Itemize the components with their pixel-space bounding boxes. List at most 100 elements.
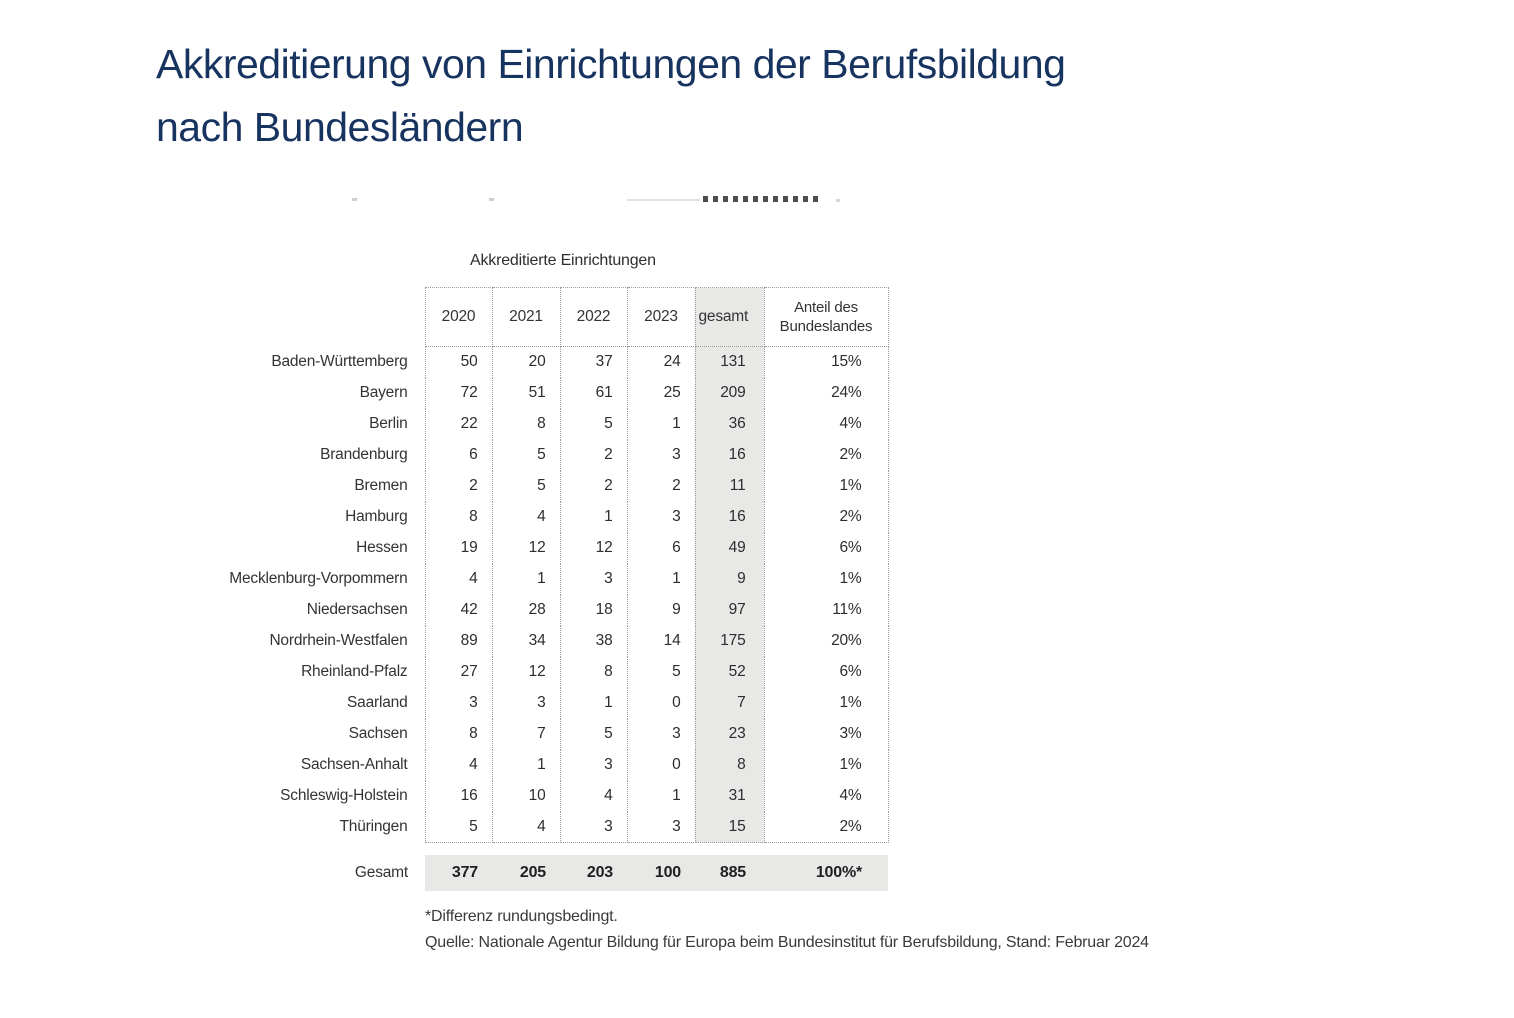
cell-2020: 8 — [424, 501, 493, 533]
row-label: Schleswig-Holstein — [280, 787, 408, 804]
cell-2021: 3 — [491, 687, 561, 719]
cell-2023: 9 — [626, 594, 696, 626]
col-header-anteil: Anteil des Bundeslandes — [763, 287, 889, 347]
cell-gesamt: 16 — [694, 439, 765, 471]
cell-anteil: 2% — [763, 439, 889, 471]
cell-anteil: 3% — [763, 718, 889, 750]
cell-2023: 3 — [626, 501, 696, 533]
cell-gesamt: 11 — [694, 470, 765, 502]
cell-anteil: 24% — [763, 377, 889, 409]
cell-anteil: 1% — [763, 749, 889, 781]
row-label: Niedersachsen — [306, 601, 408, 618]
cell-2022: 2 — [559, 439, 628, 471]
table-caption: Akkreditierte Einrichtungen — [470, 252, 656, 269]
row-label: Sachsen — [348, 725, 408, 742]
cell-anteil: 6% — [763, 532, 889, 564]
total-cell-2023: 100 — [627, 854, 695, 891]
col-header-2022: 2022 — [559, 287, 628, 347]
cell-2022: 3 — [559, 811, 628, 843]
cell-gesamt: 8 — [694, 749, 765, 781]
cell-gesamt: 49 — [694, 532, 765, 564]
clipped-fragment — [627, 199, 700, 201]
cell-2022: 3 — [559, 563, 628, 595]
cell-gesamt: 9 — [694, 563, 765, 595]
cell-gesamt: 31 — [694, 780, 765, 812]
cell-anteil: 20% — [763, 625, 889, 657]
cell-2023: 2 — [626, 470, 696, 502]
page-title: Akkreditierung von Einrichtungen der Ber… — [156, 33, 1066, 159]
cell-2020: 2 — [424, 470, 493, 502]
cell-2021: 4 — [491, 811, 561, 843]
total-cell-2020: 377 — [425, 854, 492, 891]
cell-gesamt: 23 — [694, 718, 765, 750]
cell-gesamt: 15 — [694, 811, 765, 843]
cell-gesamt: 7 — [694, 687, 765, 719]
cell-2020: 72 — [424, 377, 493, 409]
cell-2023: 0 — [626, 749, 696, 781]
cell-2020: 42 — [424, 594, 493, 626]
cell-gesamt: 209 — [694, 377, 765, 409]
cell-2021: 5 — [491, 439, 561, 471]
cell-gesamt: 52 — [694, 656, 765, 688]
cell-anteil: 11% — [763, 594, 889, 626]
cell-2022: 4 — [559, 780, 628, 812]
cell-anteil: 4% — [763, 408, 889, 440]
cell-2020: 3 — [424, 687, 493, 719]
cell-2020: 50 — [424, 346, 493, 378]
cell-2020: 6 — [424, 439, 493, 471]
table-row: Hamburg 8 4 1 3 16 2% — [195, 501, 889, 533]
cell-2023: 25 — [626, 377, 696, 409]
cell-anteil: 6% — [763, 656, 889, 688]
row-label: Rheinland-Pfalz — [301, 663, 408, 680]
cell-2021: 12 — [491, 532, 561, 564]
row-label: Mecklenburg-Vorpommern — [229, 570, 408, 587]
cell-gesamt: 97 — [694, 594, 765, 626]
header-label-spacer — [195, 288, 425, 347]
clipped-fragment — [703, 196, 821, 202]
cell-2021: 10 — [491, 780, 561, 812]
cell-2022: 2 — [559, 470, 628, 502]
table-footer: Gesamt 377 205 203 100 885 100%* — [195, 843, 888, 891]
cell-2023: 6 — [626, 532, 696, 564]
cell-anteil: 1% — [763, 470, 889, 502]
row-label: Hessen — [356, 539, 408, 556]
table-row: Sachsen-Anhalt 4 1 3 0 8 1% — [195, 749, 889, 781]
cell-2020: 8 — [424, 718, 493, 750]
clipped-fragment — [836, 199, 840, 202]
row-label: Sachsen-Anhalt — [300, 756, 408, 773]
row-label: Saarland — [347, 694, 408, 711]
cell-2022: 5 — [559, 408, 628, 440]
cell-2021: 7 — [491, 718, 561, 750]
cell-gesamt: 16 — [694, 501, 765, 533]
cell-2020: 4 — [424, 563, 493, 595]
cell-2023: 1 — [626, 408, 696, 440]
col-header-2021: 2021 — [491, 287, 561, 347]
cell-2020: 89 — [424, 625, 493, 657]
table-row: Schleswig-Holstein 16 10 4 1 31 4% — [195, 780, 889, 812]
footnotes: *Differenz rundungsbedingt. Quelle: Nati… — [425, 904, 1149, 955]
spacer-row — [195, 843, 888, 855]
table-row: Bayern 72 51 61 25 209 24% — [195, 377, 889, 409]
cell-anteil: 4% — [763, 780, 889, 812]
cell-2022: 18 — [559, 594, 628, 626]
cell-2021: 34 — [491, 625, 561, 657]
col-header-2023: 2023 — [626, 287, 696, 347]
cell-anteil: 2% — [763, 811, 889, 843]
cell-2021: 28 — [491, 594, 561, 626]
clipped-fragment — [352, 198, 357, 201]
cell-gesamt: 36 — [694, 408, 765, 440]
col-header-gesamt: gesamt — [694, 287, 765, 347]
table-row: Sachsen 8 7 5 3 23 3% — [195, 718, 889, 750]
cell-2020: 27 — [424, 656, 493, 688]
cell-2020: 22 — [424, 408, 493, 440]
total-row: Gesamt 377 205 203 100 885 100%* — [195, 854, 888, 891]
row-label: Hamburg — [345, 508, 408, 525]
cell-anteil: 1% — [763, 563, 889, 595]
row-label: Berlin — [369, 415, 408, 432]
table-row: Berlin 22 8 5 1 36 4% — [195, 408, 889, 440]
col-header-2020: 2020 — [424, 287, 493, 347]
cell-2020: 16 — [424, 780, 493, 812]
cell-2021: 4 — [491, 501, 561, 533]
total-cell-gesamt: 885 — [695, 854, 764, 891]
